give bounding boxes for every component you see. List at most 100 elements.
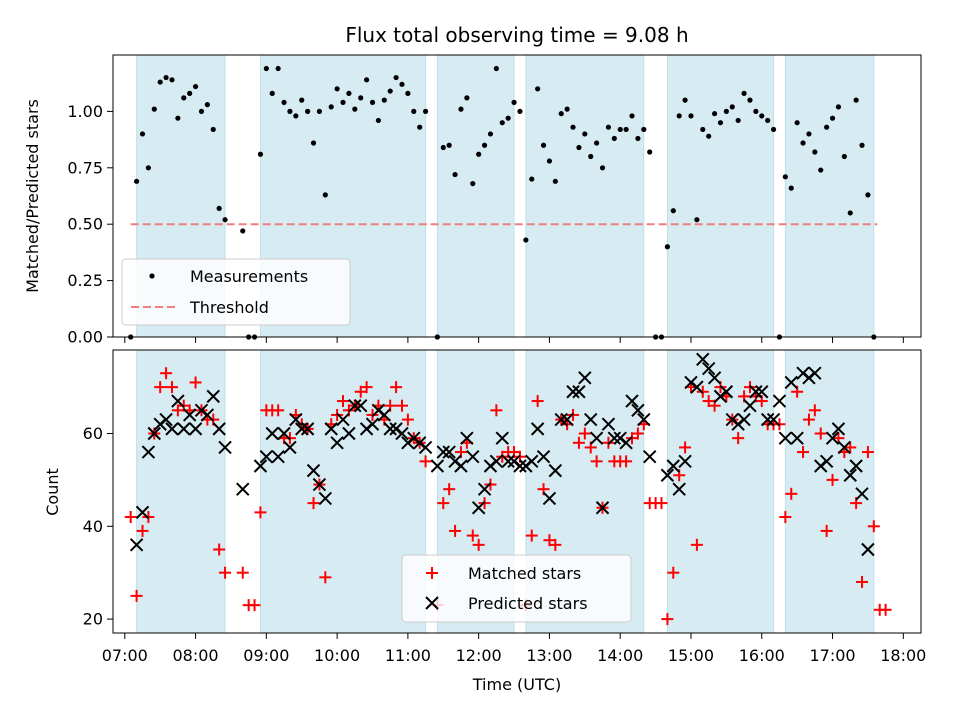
measurement-point xyxy=(481,142,488,148)
measurement-point xyxy=(358,95,364,101)
predicted-stars-point xyxy=(489,454,504,469)
matched-stars-point xyxy=(466,529,479,542)
matched-stars-point xyxy=(390,381,403,394)
measurement-point xyxy=(322,192,328,198)
measurement-point xyxy=(240,228,246,234)
measurement-point xyxy=(334,86,340,92)
measurement-point xyxy=(393,74,399,81)
matched-stars-point xyxy=(531,395,544,408)
measurement-point xyxy=(328,104,334,110)
predicted-stars-point xyxy=(660,468,675,482)
matched-stars-point xyxy=(136,524,149,537)
legend-threshold-label: Threshold xyxy=(189,298,269,317)
matched-stars-point xyxy=(785,487,798,500)
measurement-point xyxy=(163,74,169,81)
measurement-point xyxy=(664,244,670,250)
matched-stars-point xyxy=(814,427,827,440)
measurement-point xyxy=(706,133,712,139)
predicted-stars-point xyxy=(755,385,769,399)
matched-stars-point xyxy=(879,603,892,616)
matched-stars-point xyxy=(319,571,332,584)
predicted-stars-point xyxy=(236,482,250,496)
measurement-point xyxy=(476,151,482,157)
predicted-stars-point xyxy=(548,463,563,478)
matched-stars-point xyxy=(655,497,668,510)
predicted-stars-point xyxy=(442,445,456,459)
predicted-stars-point xyxy=(861,542,875,557)
measurement-point xyxy=(623,126,629,133)
predicted-stars-point xyxy=(837,440,852,455)
matched-stars-point xyxy=(419,455,432,468)
matched-stars-point xyxy=(590,455,603,468)
measurement-point xyxy=(847,210,853,216)
predicted-stars-point xyxy=(300,422,315,436)
count-panel-legend: Matched stars Predicted stars xyxy=(401,554,632,623)
measurement-point xyxy=(723,108,729,114)
predicted-stars-point xyxy=(495,431,509,445)
measurement-point xyxy=(741,90,747,96)
predicted-stars-point xyxy=(737,412,751,427)
predicted-stars-point xyxy=(312,477,327,492)
matched-stars-point xyxy=(549,538,562,551)
measurement-point xyxy=(470,180,476,187)
measurement-point xyxy=(735,117,741,124)
matched-stars-point xyxy=(337,395,350,408)
measurement-point xyxy=(399,81,405,87)
measurement-point xyxy=(594,140,600,146)
predicted-stars-point xyxy=(377,408,392,422)
matched-stars-point xyxy=(732,432,745,445)
measurement-point xyxy=(281,99,287,105)
predicted-stars-point xyxy=(436,445,450,459)
legend-box xyxy=(401,554,632,623)
count-panel-marks xyxy=(124,352,892,626)
matched-stars-point xyxy=(572,436,585,449)
measurement-point xyxy=(700,126,706,133)
measurement-point xyxy=(422,108,429,114)
measurement-point xyxy=(369,99,376,105)
matched-stars-point xyxy=(690,538,703,551)
measurement-point xyxy=(346,90,352,96)
measurement-point xyxy=(523,237,529,243)
measurement-point xyxy=(617,126,623,133)
predicted-stars-point xyxy=(253,459,268,473)
predicted-stars-point xyxy=(749,385,763,399)
measurement-point xyxy=(806,131,812,137)
x-tick-label: 13:00 xyxy=(526,646,572,665)
matched-stars-point xyxy=(578,427,591,440)
predicted-stars-point xyxy=(542,491,557,506)
observing-interval xyxy=(525,54,645,338)
matched-stars-point xyxy=(236,566,249,579)
predicted-stars-point xyxy=(200,408,215,422)
predicted-stars-point xyxy=(855,487,869,501)
predicted-stars-point xyxy=(707,371,722,385)
observing-interval xyxy=(784,54,875,338)
predicted-stars-point xyxy=(289,412,303,427)
predicted-stars-point xyxy=(147,426,161,441)
measurement-point xyxy=(198,108,205,114)
predicted-stars-point xyxy=(365,417,380,431)
predicted-stars-point xyxy=(554,412,568,427)
measurement-point xyxy=(812,149,818,155)
matched-stars-point xyxy=(154,381,167,394)
legend-predicted-label: Predicted stars xyxy=(468,594,588,613)
predicted-stars-point xyxy=(212,422,226,436)
measurement-point xyxy=(794,120,800,126)
count-panel: 20 40 60 07:00 08:00 09:00 10:00 11:00 12:00 13:… xyxy=(43,349,926,665)
measurement-point xyxy=(747,97,753,103)
matched-stars-point xyxy=(844,441,857,454)
legend-measurements-label: Measurements xyxy=(190,267,308,286)
predicted-stars-point xyxy=(218,440,232,455)
matched-stars-point xyxy=(808,404,821,417)
predicted-stars-point xyxy=(129,538,144,552)
legend-measurements-marker xyxy=(149,273,155,279)
measurement-point xyxy=(535,86,541,92)
measurement-point xyxy=(151,106,157,112)
measurement-point xyxy=(411,108,417,114)
predicted-stars-point xyxy=(772,394,787,408)
measurement-point xyxy=(257,151,264,157)
predicted-stars-point xyxy=(778,431,793,445)
predicted-stars-point xyxy=(566,385,580,399)
predicted-stars-point xyxy=(188,422,203,436)
predicted-stars-point xyxy=(790,431,804,445)
